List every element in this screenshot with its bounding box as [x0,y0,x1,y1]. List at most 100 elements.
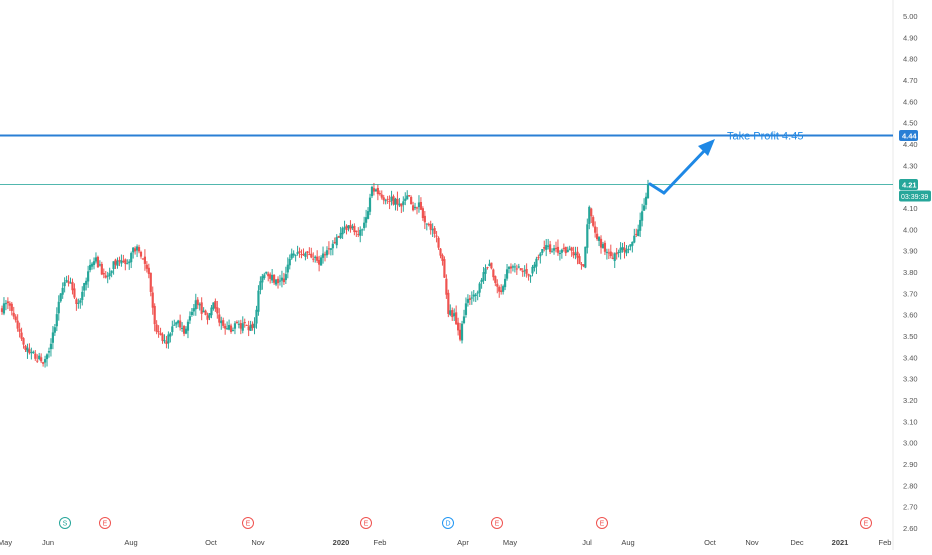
candle-body [137,247,141,252]
candle-body [578,256,581,264]
candle-body [419,201,423,210]
x-tick-label: Feb [879,538,892,547]
x-tick-label: Jun [42,538,54,547]
candle-body [278,280,282,282]
candle-body [284,274,287,281]
candle-body [271,275,274,281]
candle-body [81,291,84,301]
candle-body [370,186,374,197]
candle-body [509,266,513,269]
candle-body [280,277,284,281]
event-marker-circle[interactable] [860,517,872,529]
candle-body [222,320,225,326]
candle-body [286,264,289,273]
candle-body [599,238,603,248]
candle-body [274,279,278,285]
candle-body [484,268,487,274]
y-tick-label: 4.60 [903,97,918,106]
candle-body [511,266,515,268]
candle-body [290,253,293,259]
price-axis[interactable]: 5.004.904.804.704.604.504.404.304.204.10… [903,12,918,533]
event-marker-circle[interactable] [442,517,454,529]
candle-body [413,206,417,209]
time-axis[interactable]: May Jun Aug Oct Nov 2020 Feb Apr May Jul Aug Oct Nov… [0,538,891,547]
take-profit-badge-bg [899,129,918,141]
candle-body [18,328,21,332]
candle-body [482,272,485,281]
candle-body [231,330,235,332]
candle-body [517,266,520,268]
candle-body [357,233,360,235]
candle-body [106,275,109,277]
candle-body [175,322,178,325]
candle-body [443,259,446,278]
event-marker-circle[interactable] [99,517,111,529]
event-marker-circle[interactable] [491,517,503,529]
event-marker-circle[interactable] [596,517,608,529]
candle-body [4,303,8,305]
candle-body [617,252,620,254]
candle-body [633,235,636,243]
current-price-badge: 4.21 [902,181,917,190]
candle-body [100,263,103,275]
candle-body [319,257,323,266]
candle-body [625,249,628,254]
candle-body [94,257,98,262]
candle-body [345,225,348,231]
candle-body [392,196,395,205]
candle-body [0,308,4,312]
candle-body [73,288,76,298]
candle-body [394,198,397,205]
candle-body [83,283,86,291]
candle-body [135,246,139,251]
candle-body [159,332,162,335]
candle-body [88,264,92,271]
candle-body [576,251,579,258]
candle-body [12,312,15,317]
candle-body [308,254,311,256]
candle-body [609,251,612,257]
candle-body [408,195,411,197]
candle-body [361,229,364,231]
candle-body [134,248,137,252]
candle-body [472,294,475,297]
candle-body [500,290,503,293]
candle-body [212,302,215,309]
candle-body [404,198,407,201]
candle-body [359,229,362,236]
event-marker-circle[interactable] [59,517,71,529]
y-tick-label: 4.40 [903,140,918,149]
candle-body [588,206,591,224]
candle-body [384,200,387,202]
candle-body [406,195,409,200]
candle-body [629,244,632,247]
candle-body [592,217,595,226]
candle-body [410,197,413,205]
event-marker-circle[interactable] [360,517,372,529]
candle-body [566,250,569,253]
candle-body [112,261,115,270]
event-marker-letter: D [445,521,450,528]
projection-arrow[interactable] [648,139,715,195]
candle-body [235,321,239,324]
candle-body [605,251,608,253]
candle-body [466,299,470,303]
candle-body [455,312,458,325]
candle-body [435,235,438,237]
candle-body [627,248,630,251]
countdown-badge-bg [899,190,931,202]
candle-body [51,332,54,343]
candle-body [312,258,315,260]
candle-body [49,343,53,350]
candle-body [165,341,168,344]
candle-body [151,292,154,308]
candle-body [468,298,471,300]
y-tick-label: 3.70 [903,289,918,298]
event-marker-circle[interactable] [242,517,254,529]
candle-body [490,262,493,269]
candle-body [120,260,123,264]
